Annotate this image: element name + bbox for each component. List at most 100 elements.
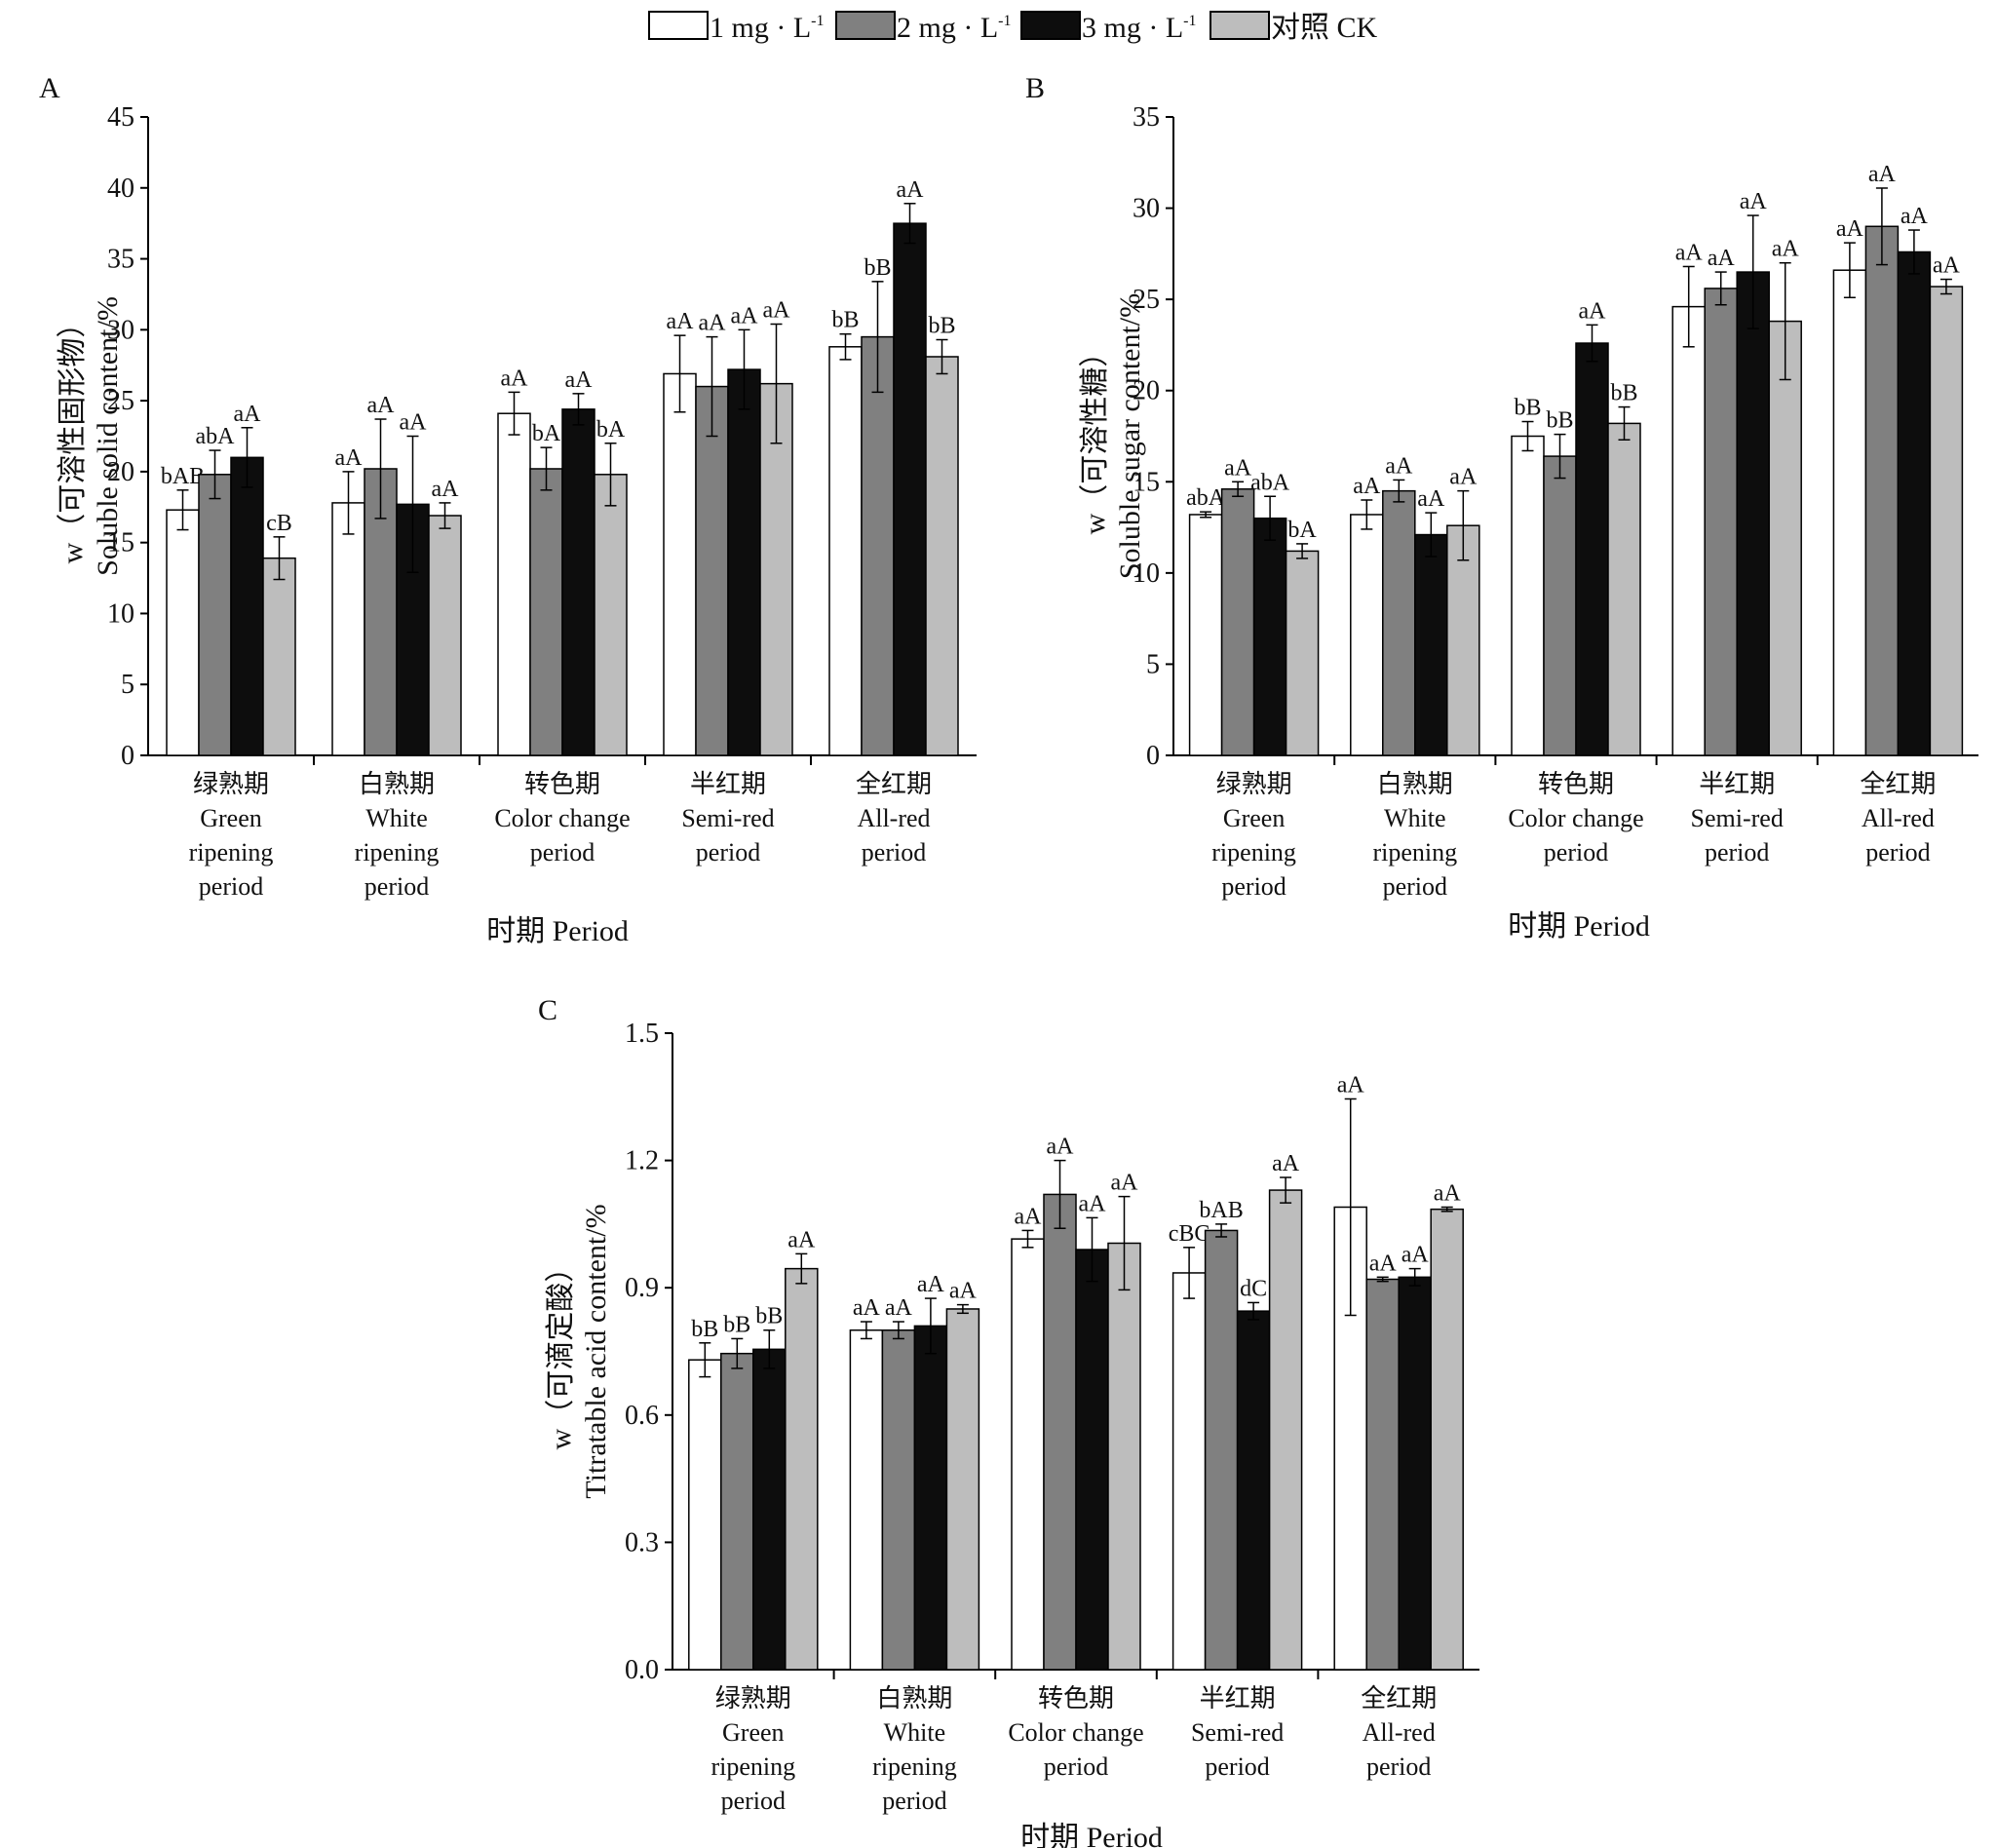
significance-label: aA [1772, 237, 1800, 262]
y-tick-label: 45 [107, 102, 134, 133]
x-axis-label: 时期 Period [1020, 1822, 1163, 1848]
category-label: period [1205, 1752, 1269, 1781]
bar [925, 356, 959, 756]
category-label: 白熟期 [359, 770, 435, 798]
y-tick-label: 5 [121, 670, 134, 700]
category-label: 全红期 [856, 770, 932, 798]
legend-label: 3 mg · L-1 [1082, 12, 1196, 44]
x-axis-label: 时期 Period [1508, 910, 1650, 943]
category-label: period [882, 1787, 946, 1815]
y-tick-label: 20 [107, 457, 134, 487]
bar [1832, 269, 1867, 756]
category-label: 全红期 [1860, 770, 1936, 798]
significance-label: aA [1385, 453, 1413, 479]
category-label: 转色期 [524, 770, 600, 798]
category-label: period [696, 838, 760, 866]
y-tick-label: 40 [107, 173, 134, 204]
significance-label: bB [1514, 396, 1541, 421]
category-label: period [1383, 872, 1447, 901]
bar [1768, 320, 1802, 756]
bar [1897, 250, 1932, 756]
category-label: Color change [1008, 1718, 1143, 1747]
bar [1236, 1310, 1271, 1671]
y-axis-label: Soluble solid content/% [92, 296, 124, 576]
legend-item: 3 mg · L-1 [1020, 11, 1196, 44]
legend-item: 对照 CK [1210, 11, 1378, 44]
y-tick-label: 0.0 [625, 1655, 659, 1685]
bar [594, 474, 628, 756]
significance-label: aA [949, 1279, 978, 1304]
category-label: period [365, 872, 429, 901]
y-tick-label: 20 [1133, 376, 1160, 406]
bar [497, 412, 531, 756]
significance-label: aA [1434, 1180, 1462, 1206]
significance-label: aA [234, 402, 262, 427]
significance-label: aA [885, 1295, 913, 1321]
category-label: ripening [710, 1752, 795, 1781]
category-label: All-red [1862, 804, 1935, 832]
significance-label: bA [532, 421, 561, 446]
significance-label: aA [1353, 474, 1381, 499]
bar [663, 372, 697, 756]
significance-label: aA [1579, 298, 1607, 324]
significance-label: aA [853, 1295, 881, 1321]
bar [945, 1308, 980, 1671]
legend-item: 2 mg · L-1 [835, 11, 1011, 44]
significance-label: aA [1272, 1151, 1300, 1176]
bar [1446, 524, 1480, 756]
panel-letter: B [1025, 72, 1045, 104]
category-label: Semi-red [1191, 1718, 1284, 1747]
chart-panel-A: A051015202530354045bABabAaAcB绿熟期Greenrip… [39, 72, 977, 947]
significance-label: bB [1610, 381, 1637, 406]
significance-label: aA [1015, 1204, 1043, 1229]
category-label: ripening [1211, 838, 1296, 866]
significance-label: bB [1546, 408, 1573, 434]
significance-label: bB [831, 308, 859, 333]
legend-swatch [648, 11, 709, 40]
bar [1543, 455, 1577, 756]
significance-label: aA [335, 445, 364, 471]
category-label: 转色期 [1038, 1684, 1114, 1713]
legend-swatch [1020, 11, 1081, 40]
significance-label: abA [1186, 485, 1226, 511]
significance-label: aA [787, 1227, 816, 1252]
bar [1365, 1278, 1400, 1671]
significance-label: aA [1417, 486, 1445, 512]
bar [1671, 305, 1706, 756]
significance-label: bA [596, 417, 626, 443]
legend-label: 对照 CK [1271, 12, 1378, 44]
category-label: 全红期 [1361, 1684, 1437, 1713]
category-label: 半红期 [1699, 770, 1775, 798]
category-label: 半红期 [690, 770, 766, 798]
significance-label: aA [501, 366, 529, 391]
category-label: Green [722, 1718, 785, 1747]
category-label: Color change [1508, 804, 1643, 832]
significance-label: aA [1047, 1135, 1075, 1160]
significance-label: aA [699, 311, 727, 336]
y-tick-label: 0.6 [625, 1401, 659, 1431]
bar [1929, 286, 1964, 756]
bar [1252, 517, 1287, 756]
category-label: ripening [355, 838, 440, 866]
bar [1220, 488, 1255, 756]
significance-label: aA [1402, 1243, 1430, 1268]
significance-label: abA [1250, 470, 1290, 495]
y-tick-label: 1.5 [625, 1019, 659, 1049]
y-tick-label: 0 [121, 741, 134, 771]
y-tick-label: 0.3 [625, 1527, 659, 1558]
significance-label: aA [917, 1272, 945, 1297]
category-label: 绿熟期 [193, 770, 269, 798]
y-axis-label: w（可溶性糖） [1079, 338, 1111, 535]
y-tick-label: 15 [107, 528, 134, 558]
panel-letter: C [538, 994, 557, 1026]
category-label: period [1544, 838, 1608, 866]
significance-label: dC [1240, 1276, 1267, 1301]
significance-label: bB [928, 314, 955, 339]
significance-label: aA [1675, 240, 1704, 265]
chart-panel-C: C0.00.30.60.91.21.5bB bB bBaA绿熟期Greenripen… [538, 994, 1479, 1848]
bar [1430, 1208, 1464, 1671]
bar [1511, 435, 1545, 756]
bar [1188, 514, 1223, 756]
bar [1350, 514, 1384, 756]
significance-label: aA [1111, 1171, 1139, 1196]
